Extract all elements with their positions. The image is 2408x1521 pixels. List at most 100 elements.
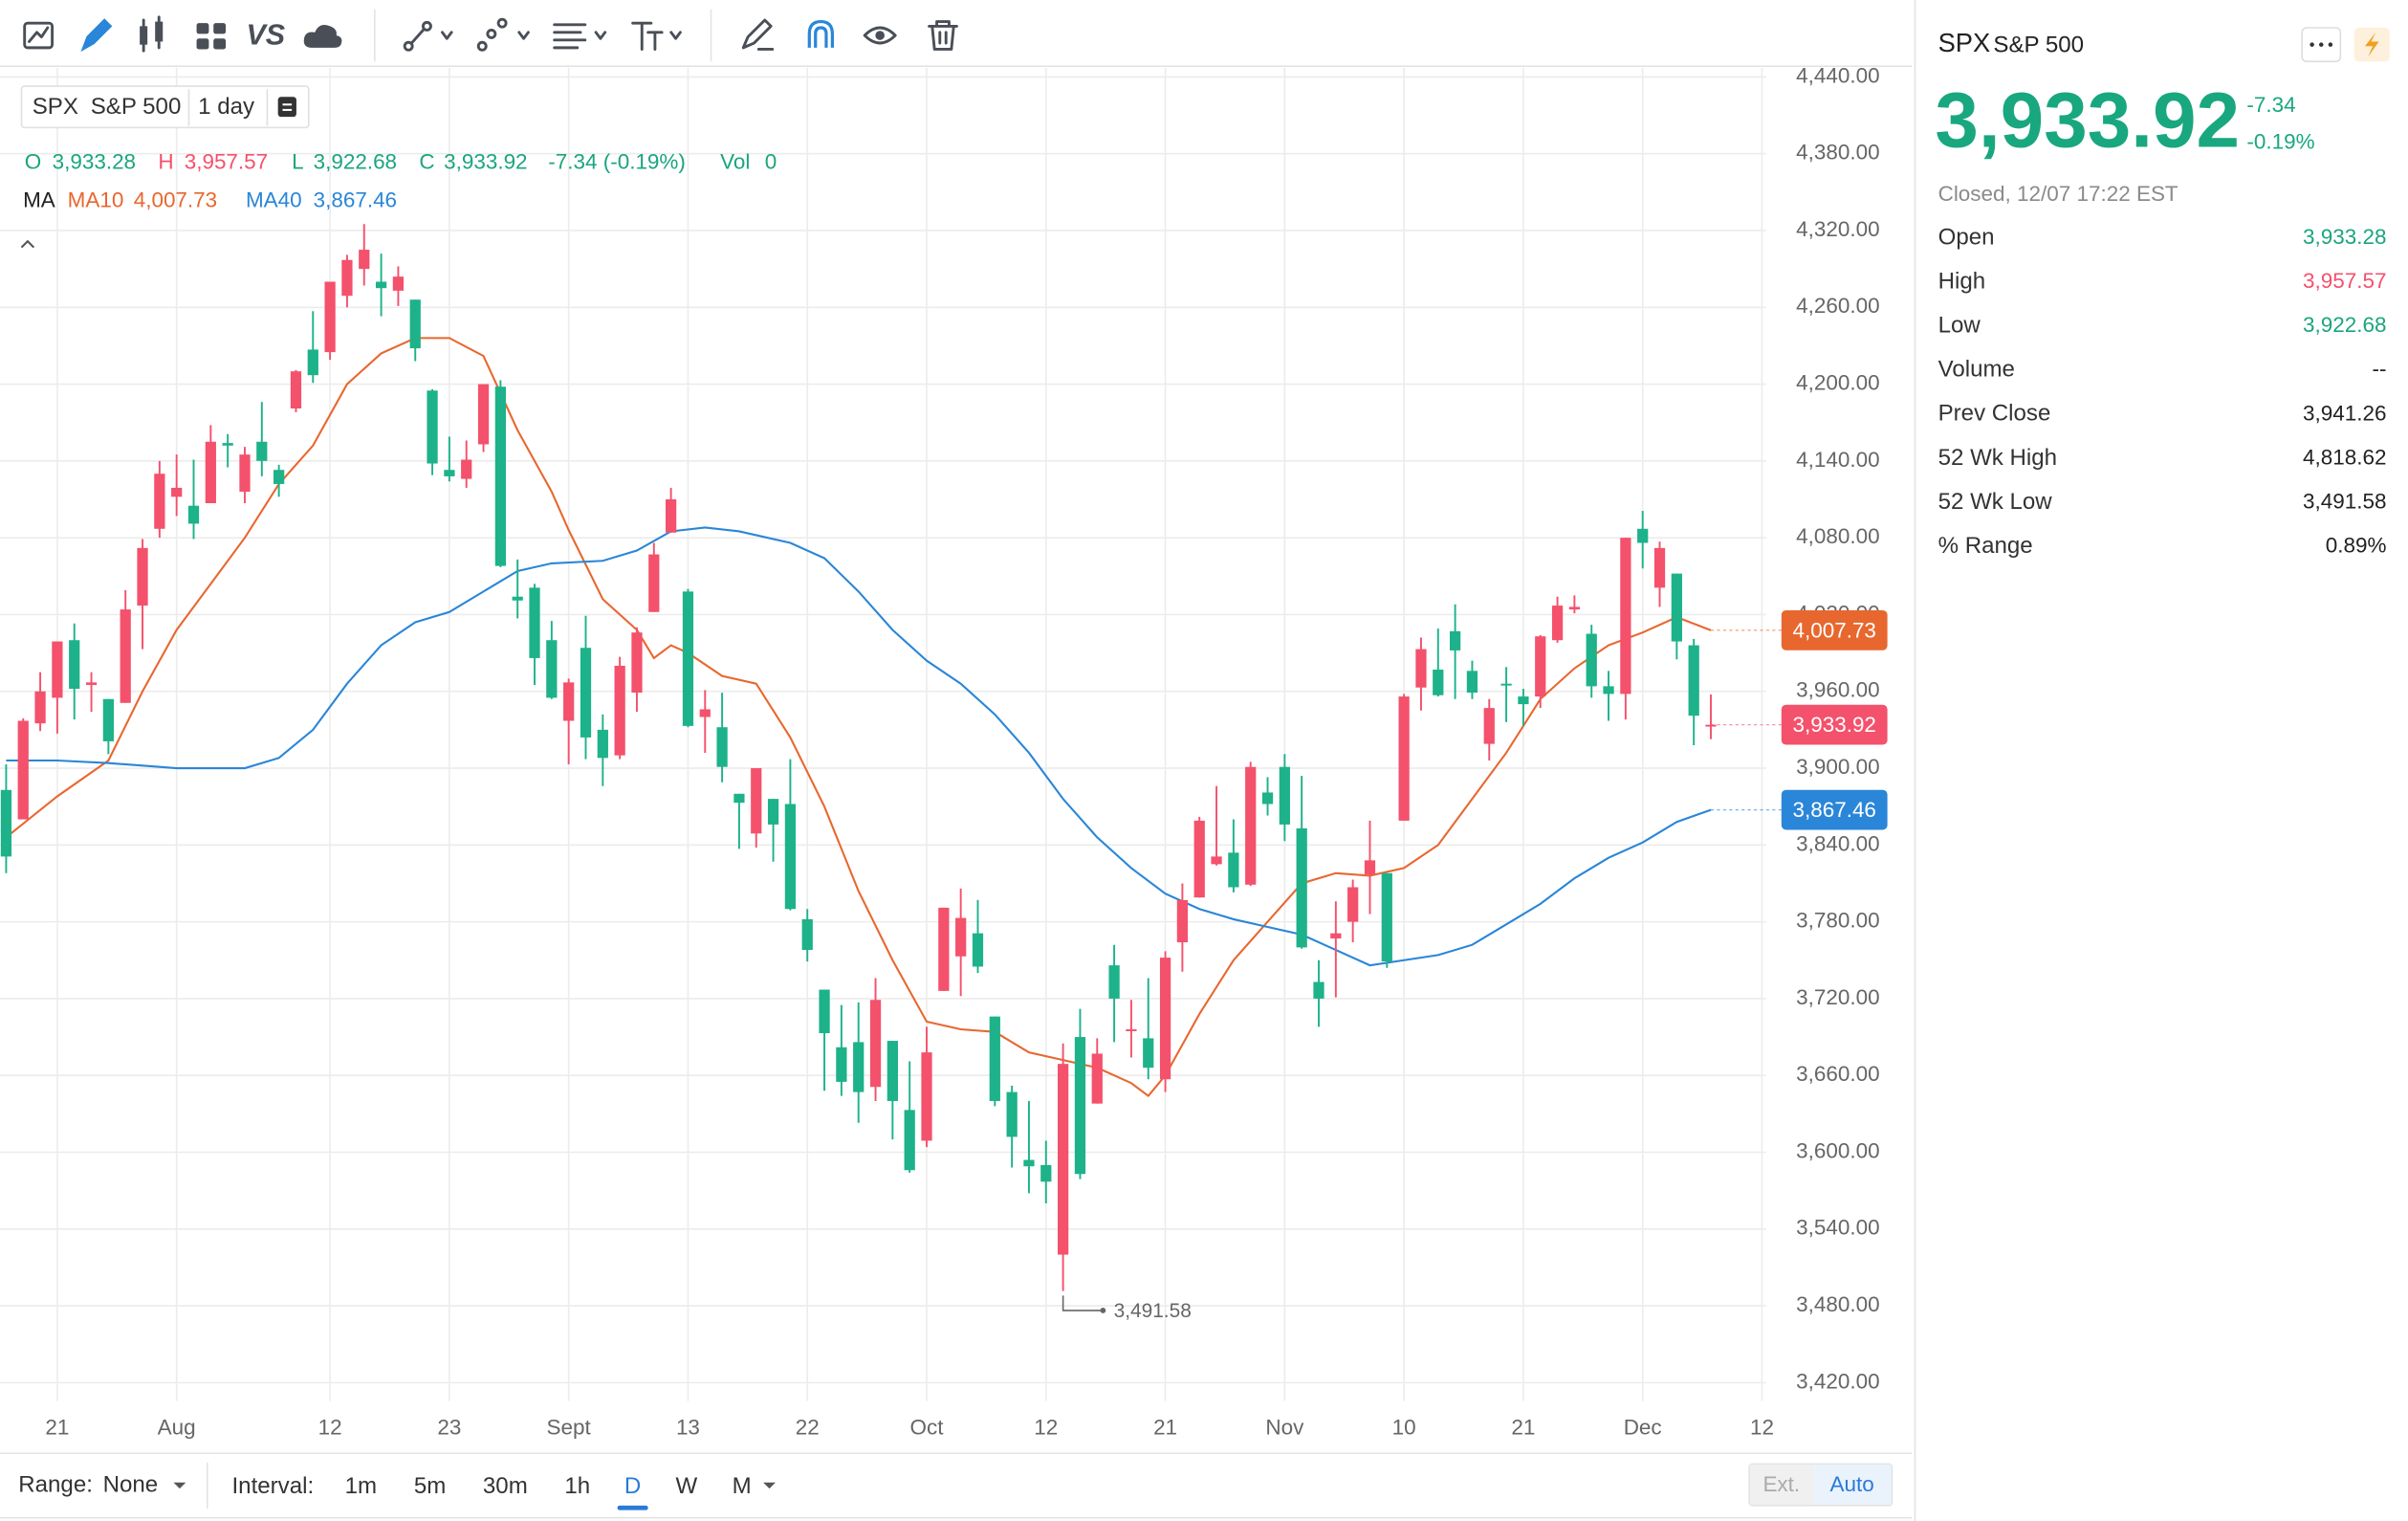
candle-body xyxy=(1433,669,1444,695)
candle-body xyxy=(853,1042,865,1092)
candle-body xyxy=(69,640,80,690)
quote-row-label: Open xyxy=(1938,224,1995,250)
quote-row-label: 52 Wk Low xyxy=(1938,489,2053,515)
volume-label: Vol xyxy=(720,149,750,173)
price-tag-label: 3,867.46 xyxy=(1792,798,1875,822)
x-tick-label: 22 xyxy=(796,1415,820,1439)
dropdown-caret[interactable] xyxy=(763,1482,776,1489)
candle-body xyxy=(1023,1159,1035,1167)
close-value: 3,933.92 xyxy=(444,149,527,173)
candle-body xyxy=(1586,633,1597,687)
flash-button[interactable] xyxy=(2353,28,2390,62)
auto-button[interactable]: Auto xyxy=(1830,1472,1874,1496)
ma40-name: MA40 xyxy=(246,187,302,211)
quote-change-pct: -0.19% xyxy=(2246,129,2314,153)
y-tick-label: 4,080.00 xyxy=(1796,524,1879,548)
ohlc-legend: O 3,933.28 H 3,957.57 L 3,922.68 C 3,933… xyxy=(25,149,777,173)
interval-option[interactable]: 30m xyxy=(483,1473,528,1499)
candle-body xyxy=(751,768,762,834)
y-tick-label: 3,600.00 xyxy=(1796,1138,1879,1162)
chart-type-button[interactable] xyxy=(23,21,55,50)
dropdown-caret[interactable] xyxy=(173,1482,186,1489)
candle-body xyxy=(580,648,592,738)
pattern-tool[interactable] xyxy=(476,17,530,52)
collapse-caret[interactable] xyxy=(20,239,35,249)
candle-body xyxy=(52,641,63,698)
quote-row-value: 0.89% xyxy=(2326,534,2387,558)
open-label: O xyxy=(25,149,41,173)
candle-body xyxy=(222,443,233,446)
interval-option[interactable]: M xyxy=(733,1473,752,1499)
candle-body xyxy=(171,487,183,497)
layout-button[interactable] xyxy=(196,23,227,50)
x-tick-label: Nov xyxy=(1265,1415,1304,1439)
legend-symbol: SPX xyxy=(33,94,78,120)
candle-body xyxy=(972,933,984,967)
candle-body xyxy=(239,454,251,492)
delete-tool[interactable] xyxy=(928,20,958,51)
candle-body xyxy=(716,727,728,767)
visibility-tool[interactable] xyxy=(863,26,897,45)
quote-price: 3,933.92 xyxy=(1935,77,2240,164)
candle-body xyxy=(290,371,302,408)
compare-button[interactable]: VS xyxy=(246,19,285,52)
price-tag xyxy=(1781,704,1888,745)
fib-tool[interactable] xyxy=(553,23,607,50)
more-button[interactable] xyxy=(2301,27,2342,63)
candle-body xyxy=(682,591,694,726)
magnet-tool[interactable] xyxy=(807,19,834,48)
quote-row-value: 3,957.57 xyxy=(2303,269,2386,293)
interval-option[interactable]: 1m xyxy=(345,1473,377,1499)
range-value[interactable]: None xyxy=(103,1471,159,1497)
y-tick-label: 4,440.00 xyxy=(1796,63,1879,87)
text-tool[interactable] xyxy=(631,21,682,51)
candle-body xyxy=(614,665,625,756)
interval-option[interactable]: 1h xyxy=(564,1473,590,1499)
candle-body xyxy=(836,1047,847,1082)
line-tool[interactable] xyxy=(403,20,453,52)
quote-row-value: -- xyxy=(2373,357,2387,381)
candle-body xyxy=(375,281,387,289)
candle-body xyxy=(187,505,200,524)
legend-menu[interactable] xyxy=(277,97,296,118)
candle-body xyxy=(205,441,216,504)
interval-option[interactable]: W xyxy=(675,1473,697,1499)
candle-body xyxy=(274,470,285,484)
y-tick-label: 3,660.00 xyxy=(1796,1062,1879,1086)
ma-label: MA xyxy=(23,187,55,211)
ext-button[interactable]: Ext. xyxy=(1762,1472,1800,1496)
candle-body xyxy=(1568,606,1581,610)
legend-interval[interactable]: 1 day xyxy=(198,94,254,120)
quote-row-label: 52 Wk High xyxy=(1938,445,2057,471)
candle-body xyxy=(154,474,165,529)
quote-name: S&P 500 xyxy=(1993,33,2084,58)
candle-body xyxy=(819,989,830,1034)
x-tick-label: 13 xyxy=(676,1415,700,1439)
candle-body xyxy=(1364,860,1376,875)
bottom-bar: Range: None Interval: Ext. Auto 1m 5m 30m 1… xyxy=(0,1452,1913,1519)
interval-option[interactable]: D xyxy=(624,1473,641,1499)
ma-line xyxy=(5,337,1712,1098)
candle-body xyxy=(1074,1037,1086,1175)
candle-body xyxy=(955,917,967,957)
candle-body xyxy=(1040,1164,1052,1182)
draw-button[interactable] xyxy=(80,18,113,53)
candle-body xyxy=(529,587,540,658)
candle-body xyxy=(1671,573,1682,642)
ma-legend: MA MA10 4,007.73 MA40 3,867.46 xyxy=(20,187,397,249)
candle-body xyxy=(733,793,745,804)
ext-bg xyxy=(1749,1465,1815,1506)
grid xyxy=(0,67,1766,1401)
candle-body xyxy=(989,1016,1000,1101)
cloud-button[interactable] xyxy=(303,24,342,48)
x-tick-label: Aug xyxy=(158,1415,196,1439)
interval-option[interactable]: 5m xyxy=(414,1473,446,1499)
candles-button[interactable] xyxy=(140,15,164,53)
quote-row-label: Prev Close xyxy=(1938,401,2051,427)
quote-row-value: 3,491.58 xyxy=(2303,489,2386,513)
y-tick-label: 4,200.00 xyxy=(1796,371,1879,395)
candle-body xyxy=(427,390,438,464)
brush-tool[interactable] xyxy=(741,18,775,51)
